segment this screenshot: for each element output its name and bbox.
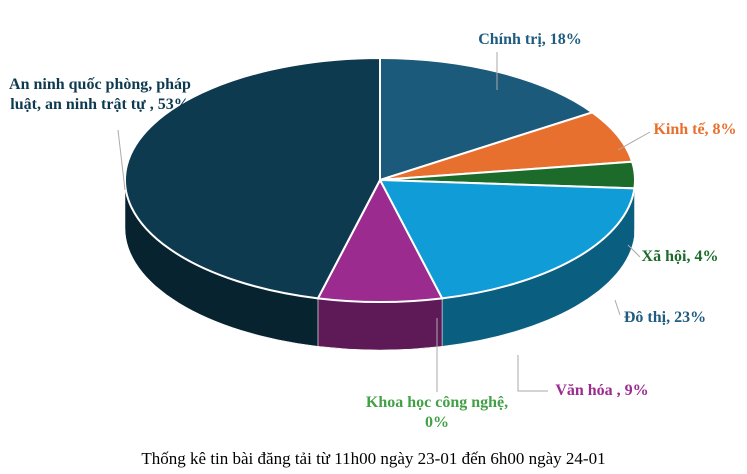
data-label: Kinh tế, 8% (653, 121, 737, 138)
slice (379, 111, 634, 181)
slice-side (317, 298, 443, 351)
data-label: Chính trị, 18% (478, 31, 582, 48)
data-label: Khoa học công nghệ, 0% (365, 394, 509, 431)
slice (124, 56, 381, 300)
slice (379, 56, 595, 182)
data-label: Văn hóa , 9% (555, 382, 649, 399)
data-label: Xã hội, 4% (641, 248, 719, 265)
leader-line (614, 299, 621, 316)
data-label: An ninh quốc phòng, pháp luật, an ninh t… (9, 76, 191, 113)
leader-line (617, 131, 651, 151)
leader-line (517, 355, 548, 392)
slice (378, 178, 636, 300)
leader-line (627, 244, 641, 258)
chart-title: Thống kê tin bài đăng tải từ 11h00 ngày … (141, 449, 606, 468)
slice (316, 177, 444, 303)
leader-line (117, 129, 126, 191)
data-label: Đô thị, 23% (623, 309, 707, 326)
